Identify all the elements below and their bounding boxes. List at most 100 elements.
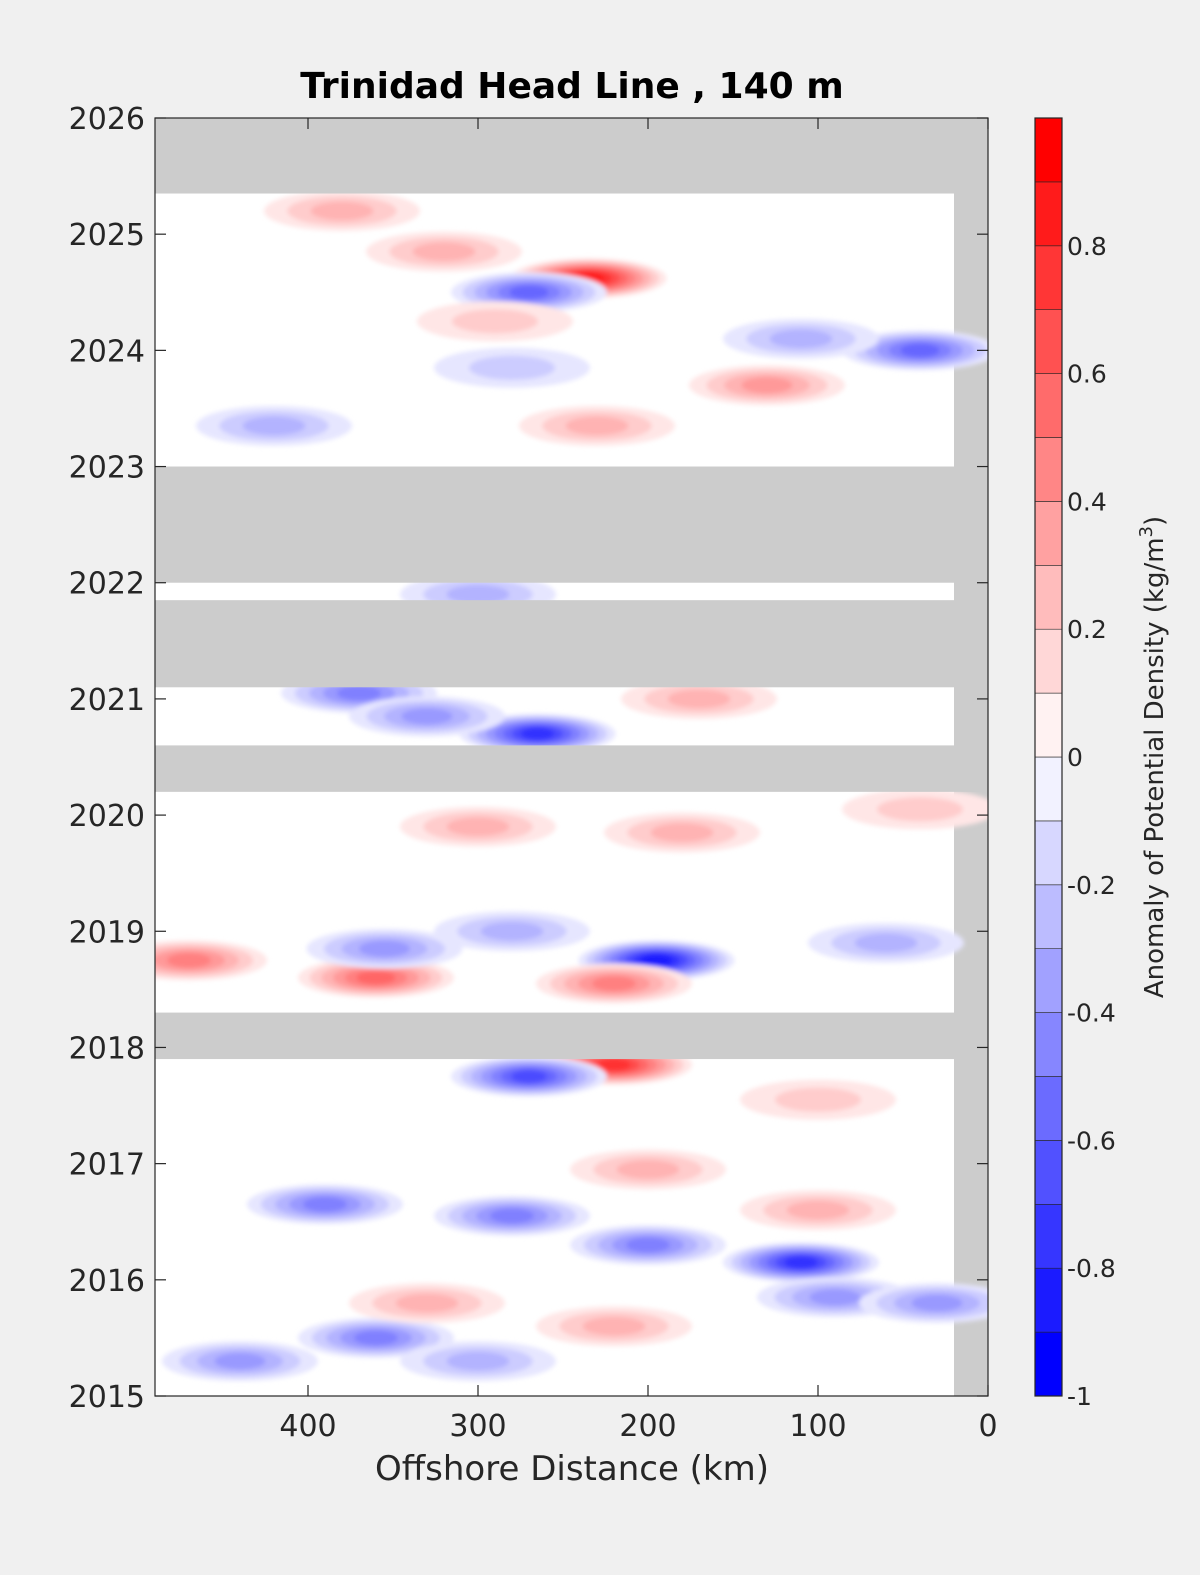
x-tick-label: 400 — [279, 1409, 336, 1444]
colorbar-segment — [1034, 437, 1063, 502]
colorbar-segment — [1034, 1204, 1063, 1269]
colorbar-segment — [1034, 181, 1063, 247]
anomaly-contour — [167, 953, 211, 968]
y-tick-label: 2023 — [69, 451, 145, 486]
y-tick-label: 2018 — [69, 1031, 145, 1066]
anomaly-contour — [359, 940, 410, 957]
colorbar-segment — [1034, 948, 1063, 1013]
anomaly-contour — [395, 1293, 459, 1313]
anomaly-contour — [446, 585, 510, 604]
anomaly-contour — [242, 416, 306, 436]
no-data-period — [155, 600, 988, 688]
anomaly-contour — [900, 343, 940, 358]
anomaly-contour — [520, 727, 555, 740]
anomaly-contour — [854, 933, 918, 953]
anomaly-contour — [356, 971, 396, 985]
anomaly-contour — [597, 1058, 631, 1071]
anomaly-contour — [509, 285, 549, 299]
y-tick-label: 2019 — [69, 915, 145, 950]
y-axis: 2015 2016 2017 2018 2019 2020 2021 2022 2023 2024… — [69, 102, 988, 1415]
y-tick-label: 2016 — [69, 1264, 145, 1299]
anomaly-contour — [490, 1208, 534, 1224]
y-tick-label: 2015 — [69, 1380, 145, 1415]
chart-title: Trinidad Head Line , 140 m — [300, 66, 843, 107]
colorbar-segment — [1034, 245, 1063, 311]
plot-frame — [154, 117, 989, 1397]
y-tick-label: 2024 — [69, 334, 145, 369]
anomaly-contour — [337, 685, 381, 701]
anomaly-contour — [214, 1353, 266, 1370]
colorbar-segments — [1034, 117, 1063, 1397]
y-tick-label: 2026 — [69, 102, 145, 137]
colorbar-tick-label: 0.2 — [1067, 615, 1107, 644]
anomaly-contour — [667, 689, 731, 709]
x-tick-label: 0 — [978, 1409, 997, 1444]
anomaly-contour — [401, 708, 453, 725]
colorbar-segment — [1034, 117, 1063, 183]
colorbar-segment — [1034, 1140, 1063, 1205]
colorbar-tick-label: 0 — [1067, 743, 1083, 772]
anomaly-contour — [877, 797, 963, 822]
colorbar-segment — [1034, 628, 1063, 694]
anomaly-contour — [565, 416, 629, 436]
colorbar-segment — [1034, 1076, 1063, 1141]
colorbar-segment — [1034, 564, 1063, 630]
anomaly-contour — [469, 355, 555, 380]
colorbar-segment — [1034, 1331, 1063, 1397]
anomaly-contour — [650, 823, 714, 842]
anomaly-contour — [310, 201, 374, 221]
colorbar-segment — [1034, 1267, 1063, 1333]
anomaly-contour — [592, 976, 636, 991]
colorbar-label-suffix: ) — [1140, 516, 1170, 526]
y-tick-label: 2021 — [69, 683, 145, 718]
anomaly-contour — [354, 1330, 398, 1346]
anomaly-contour — [412, 242, 476, 261]
no-data-period — [155, 466, 988, 583]
anomaly-contour — [786, 1200, 850, 1220]
anomaly-contour — [775, 1087, 861, 1112]
anomaly-contour — [446, 1351, 510, 1371]
anomaly-contour — [741, 377, 793, 394]
colorbar-segment — [1034, 501, 1063, 566]
no-data-period — [155, 118, 988, 194]
y-tick-label: 2020 — [69, 799, 145, 834]
colorbar-segment — [1034, 820, 1063, 886]
no-data-period — [155, 745, 988, 792]
colorbar-segment — [1034, 884, 1063, 949]
anomaly-contour — [784, 1256, 818, 1269]
colorbar-tick-label: 0.4 — [1067, 487, 1107, 516]
colorbar-frame — [1034, 117, 1063, 1397]
no-data-periods — [155, 118, 988, 1060]
anomaly-contour — [303, 1197, 347, 1212]
colorbar-segment — [1034, 692, 1063, 758]
anomaly-contour — [452, 309, 538, 334]
anomaly-contour — [911, 1295, 963, 1312]
anomaly-contour — [640, 954, 673, 967]
colorbar-segment — [1034, 1012, 1063, 1077]
anomaly-blobs — [155, 190, 988, 1382]
plot-area — [155, 118, 988, 1396]
colorbar: -1 -0.8 -0.6 -0.4 -0.2 0 0.2 0.4 0.6 0.8 Anomaly … — [1034, 117, 1170, 1411]
anomaly-contour — [582, 1316, 646, 1336]
colorbar-tick-label: 0.6 — [1067, 360, 1107, 389]
colorbar-tick-label: -0.4 — [1067, 999, 1116, 1028]
x-tick-label: 300 — [449, 1409, 506, 1444]
x-axis-label: Offshore Distance (km) — [375, 1449, 769, 1489]
colorbar-ticks: -1 -0.8 -0.6 -0.4 -0.2 0 0.2 0.4 0.6 0.8 — [1067, 232, 1116, 1411]
y-tick-label: 2022 — [69, 567, 145, 602]
colorbar-label-main: Anomaly of Potential Density (kg/m — [1140, 537, 1170, 998]
x-axis: 400 300 200 100 0 — [279, 118, 998, 1444]
anomaly-contour — [626, 1237, 670, 1253]
anomaly-contour — [809, 1289, 861, 1306]
no-data-period — [155, 1012, 988, 1060]
colorbar-segment — [1034, 373, 1063, 438]
colorbar-tick-label: -0.8 — [1067, 1254, 1116, 1283]
colorbar-tick-label: 0.8 — [1067, 232, 1107, 261]
anomaly-contour — [616, 1160, 680, 1179]
anomaly-contour — [446, 817, 510, 837]
y-tick-label: 2017 — [69, 1148, 145, 1183]
colorbar-tick-label: -0.2 — [1067, 871, 1116, 900]
colorbar-segment — [1034, 309, 1063, 374]
x-tick-label: 100 — [789, 1409, 846, 1444]
